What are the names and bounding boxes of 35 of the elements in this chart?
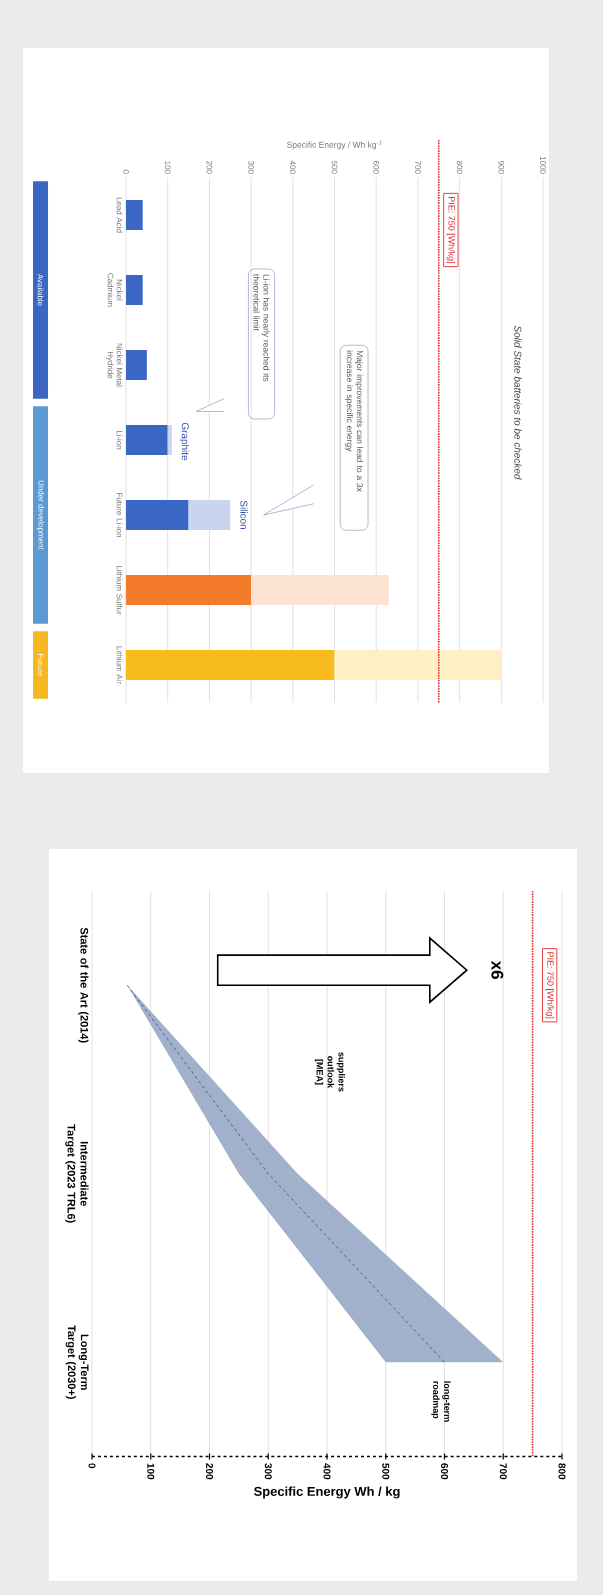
x-tick-label: 600 (440, 1463, 449, 1480)
bar (126, 199, 143, 230)
y-tick-label: State of the Art (2014) (78, 927, 89, 1043)
bar (126, 574, 252, 605)
x-axis-title: Specific Energy Wh / kg (253, 1486, 400, 1499)
bar (167, 424, 172, 455)
x-tick-label: 400 (323, 1463, 331, 1480)
annotation: suppliers outlook [MEA] (314, 1052, 346, 1092)
ref-line-label: PIE: 750 [Wh/kg] (446, 197, 456, 263)
annotation: x6 (491, 960, 504, 979)
x-tick-label: 700 (499, 1463, 507, 1480)
x-tick-label: 200 (205, 1463, 214, 1480)
x-tick-label: 800 (558, 1463, 566, 1480)
y-tick-label: Intermediate Target (2023 TRL6) (65, 1124, 89, 1223)
bar (251, 574, 389, 605)
x-axis-title: Specific Energy / Wh kg$^{-1}$ (287, 140, 382, 150)
annotation: Silicon (240, 500, 248, 529)
annotation: Li-ion has nearly reached its theoretical limit (253, 274, 270, 382)
y-tick-label: Long-Term Target (2030+) (65, 1325, 89, 1399)
bar (126, 499, 189, 530)
bar (126, 349, 147, 380)
annotation: long-term roadmap (431, 1381, 451, 1422)
bar (334, 649, 502, 680)
x-tick-label: 500 (382, 1463, 390, 1480)
annotation: Graphite (179, 422, 190, 461)
ref-line-label: PIE: 750 [Wh/kg] (545, 952, 554, 1019)
bar (126, 424, 168, 455)
text: Solid State batteries to be checked (514, 325, 522, 480)
bar (126, 649, 335, 680)
x-tick-label: 0 (88, 1463, 96, 1469)
annotation: Major improvements can lead to a 3x increase in specific energy (345, 350, 364, 492)
bar (126, 274, 143, 305)
bar (188, 499, 231, 530)
x-tick-label: 100 (147, 1463, 155, 1480)
x-tick-label: 300 (264, 1463, 272, 1480)
